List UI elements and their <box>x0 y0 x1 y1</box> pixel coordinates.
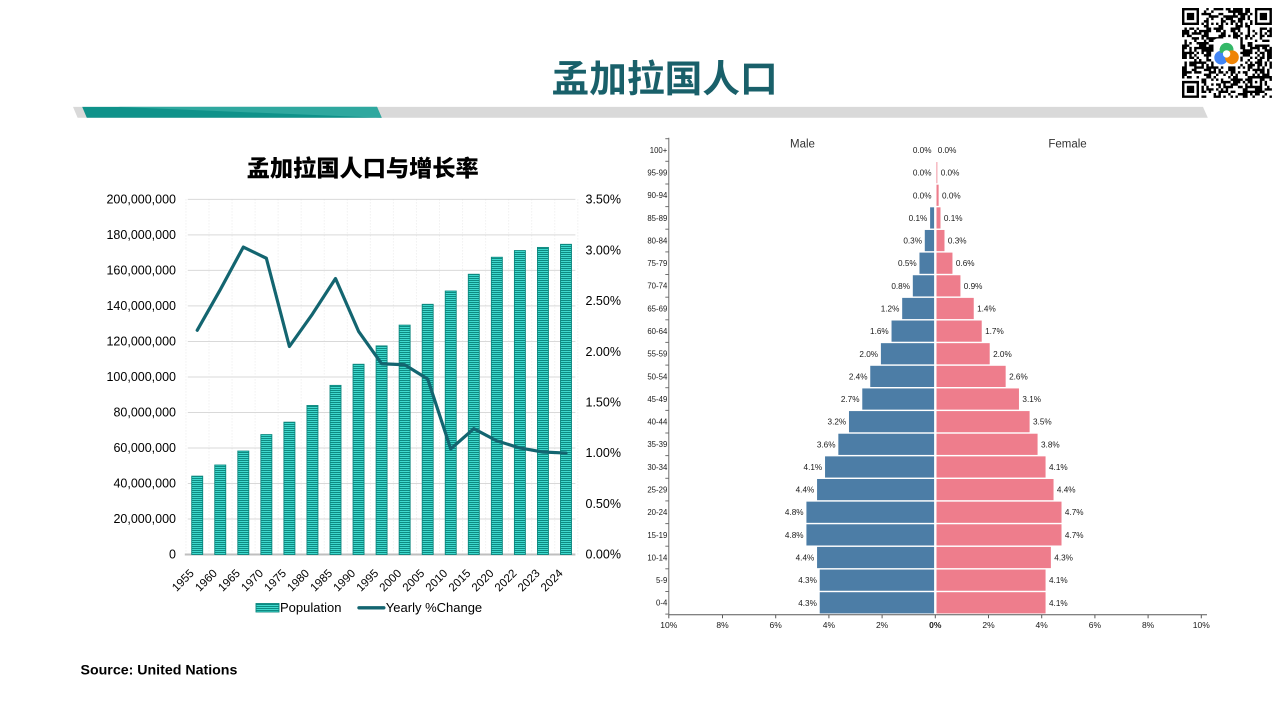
svg-text:3.50%: 3.50% <box>586 193 621 207</box>
svg-text:1.7%: 1.7% <box>985 327 1004 336</box>
svg-text:3.2%: 3.2% <box>828 418 847 427</box>
svg-text:100+: 100+ <box>650 146 668 155</box>
svg-text:60,000,000: 60,000,000 <box>113 441 176 455</box>
svg-text:1.6%: 1.6% <box>870 327 889 336</box>
svg-text:4.1%: 4.1% <box>1049 599 1068 608</box>
svg-text:0.0%: 0.0% <box>941 169 960 178</box>
svg-text:4.7%: 4.7% <box>1065 531 1084 540</box>
svg-text:0.1%: 0.1% <box>944 214 963 223</box>
svg-text:6%: 6% <box>1089 620 1102 630</box>
svg-text:4.8%: 4.8% <box>785 531 804 540</box>
svg-text:3.00%: 3.00% <box>586 243 621 257</box>
svg-text:2.00%: 2.00% <box>586 345 621 359</box>
svg-text:15-19: 15-19 <box>647 531 667 540</box>
svg-text:2.6%: 2.6% <box>1009 372 1028 381</box>
svg-text:5-9: 5-9 <box>656 576 667 585</box>
svg-text:4.3%: 4.3% <box>798 599 817 608</box>
svg-text:4.7%: 4.7% <box>1065 508 1084 517</box>
svg-text:1.50%: 1.50% <box>586 396 621 410</box>
svg-text:70-74: 70-74 <box>647 282 668 291</box>
svg-text:0.8%: 0.8% <box>891 282 910 291</box>
svg-text:Yearly %Change: Yearly %Change <box>386 600 482 615</box>
svg-text:4.4%: 4.4% <box>1057 486 1076 495</box>
svg-text:30-34: 30-34 <box>647 463 668 472</box>
svg-text:95-99: 95-99 <box>647 169 667 178</box>
svg-text:4%: 4% <box>823 620 836 630</box>
svg-text:85-89: 85-89 <box>647 214 667 223</box>
svg-text:100,000,000: 100,000,000 <box>106 370 176 384</box>
svg-text:4.4%: 4.4% <box>796 554 815 563</box>
svg-text:2%: 2% <box>982 620 995 630</box>
svg-text:0: 0 <box>169 548 176 562</box>
svg-text:4.1%: 4.1% <box>804 463 823 472</box>
svg-text:4.1%: 4.1% <box>1049 463 1068 472</box>
svg-text:60-64: 60-64 <box>647 327 668 336</box>
svg-text:0.0%: 0.0% <box>942 191 961 200</box>
svg-text:75-79: 75-79 <box>647 259 667 268</box>
svg-text:0%: 0% <box>929 620 942 630</box>
svg-text:0.1%: 0.1% <box>909 214 928 223</box>
svg-text:8%: 8% <box>716 620 729 630</box>
svg-text:0.3%: 0.3% <box>948 237 967 246</box>
svg-text:0.5%: 0.5% <box>898 259 917 268</box>
svg-text:0.0%: 0.0% <box>913 169 932 178</box>
svg-text:120,000,000: 120,000,000 <box>106 335 176 349</box>
svg-text:20,000,000: 20,000,000 <box>113 512 176 526</box>
svg-text:4.4%: 4.4% <box>796 486 815 495</box>
svg-text:80-84: 80-84 <box>647 237 668 246</box>
svg-text:4%: 4% <box>1036 620 1049 630</box>
svg-text:3.1%: 3.1% <box>1022 395 1041 404</box>
svg-text:0.0%: 0.0% <box>938 146 957 155</box>
svg-text:10%: 10% <box>660 620 677 630</box>
svg-text:0.6%: 0.6% <box>956 259 975 268</box>
svg-text:6%: 6% <box>770 620 783 630</box>
svg-text:10%: 10% <box>1193 620 1210 630</box>
svg-text:10-14: 10-14 <box>647 553 668 562</box>
svg-text:0.0%: 0.0% <box>913 191 932 200</box>
svg-text:3.6%: 3.6% <box>817 440 836 449</box>
svg-text:Population: Population <box>280 600 341 615</box>
svg-text:4.3%: 4.3% <box>1054 554 1073 563</box>
svg-text:4.8%: 4.8% <box>785 508 804 517</box>
svg-text:1.4%: 1.4% <box>977 305 996 314</box>
svg-text:200,000,000: 200,000,000 <box>106 193 176 207</box>
svg-text:8%: 8% <box>1142 620 1155 630</box>
svg-text:20-24: 20-24 <box>647 508 668 517</box>
svg-text:4.1%: 4.1% <box>1049 576 1068 585</box>
svg-text:0.0%: 0.0% <box>913 146 932 155</box>
svg-text:180,000,000: 180,000,000 <box>106 228 176 242</box>
svg-text:25-29: 25-29 <box>647 486 667 495</box>
svg-text:1.00%: 1.00% <box>586 446 621 460</box>
svg-text:90-94: 90-94 <box>647 191 668 200</box>
svg-text:1.2%: 1.2% <box>881 305 900 314</box>
svg-text:2.0%: 2.0% <box>859 350 878 359</box>
svg-text:55-59: 55-59 <box>647 350 667 359</box>
svg-text:2.0%: 2.0% <box>993 350 1012 359</box>
svg-text:Source: United Nations: Source: United Nations <box>81 663 238 679</box>
svg-text:Male: Male <box>790 139 815 151</box>
svg-text:0.00%: 0.00% <box>586 548 621 562</box>
svg-text:40,000,000: 40,000,000 <box>113 477 176 491</box>
svg-text:0.3%: 0.3% <box>903 237 922 246</box>
svg-text:3.8%: 3.8% <box>1041 440 1060 449</box>
svg-text:35-39: 35-39 <box>647 440 667 449</box>
svg-text:0-4: 0-4 <box>656 599 668 608</box>
svg-text:2.4%: 2.4% <box>849 372 868 381</box>
svg-text:160,000,000: 160,000,000 <box>106 264 176 278</box>
svg-text:2.7%: 2.7% <box>841 395 860 404</box>
svg-text:45-49: 45-49 <box>647 395 667 404</box>
svg-text:40-44: 40-44 <box>647 418 668 427</box>
svg-text:4.3%: 4.3% <box>798 576 817 585</box>
svg-text:3.5%: 3.5% <box>1033 418 1052 427</box>
svg-text:2.50%: 2.50% <box>586 294 621 308</box>
svg-text:0.50%: 0.50% <box>586 497 621 511</box>
svg-text:0.9%: 0.9% <box>964 282 983 291</box>
svg-text:65-69: 65-69 <box>647 304 667 313</box>
svg-text:80,000,000: 80,000,000 <box>113 406 176 420</box>
svg-text:140,000,000: 140,000,000 <box>106 299 176 313</box>
svg-text:2%: 2% <box>876 620 889 630</box>
svg-text:50-54: 50-54 <box>647 372 668 381</box>
svg-text:Female: Female <box>1048 139 1086 151</box>
